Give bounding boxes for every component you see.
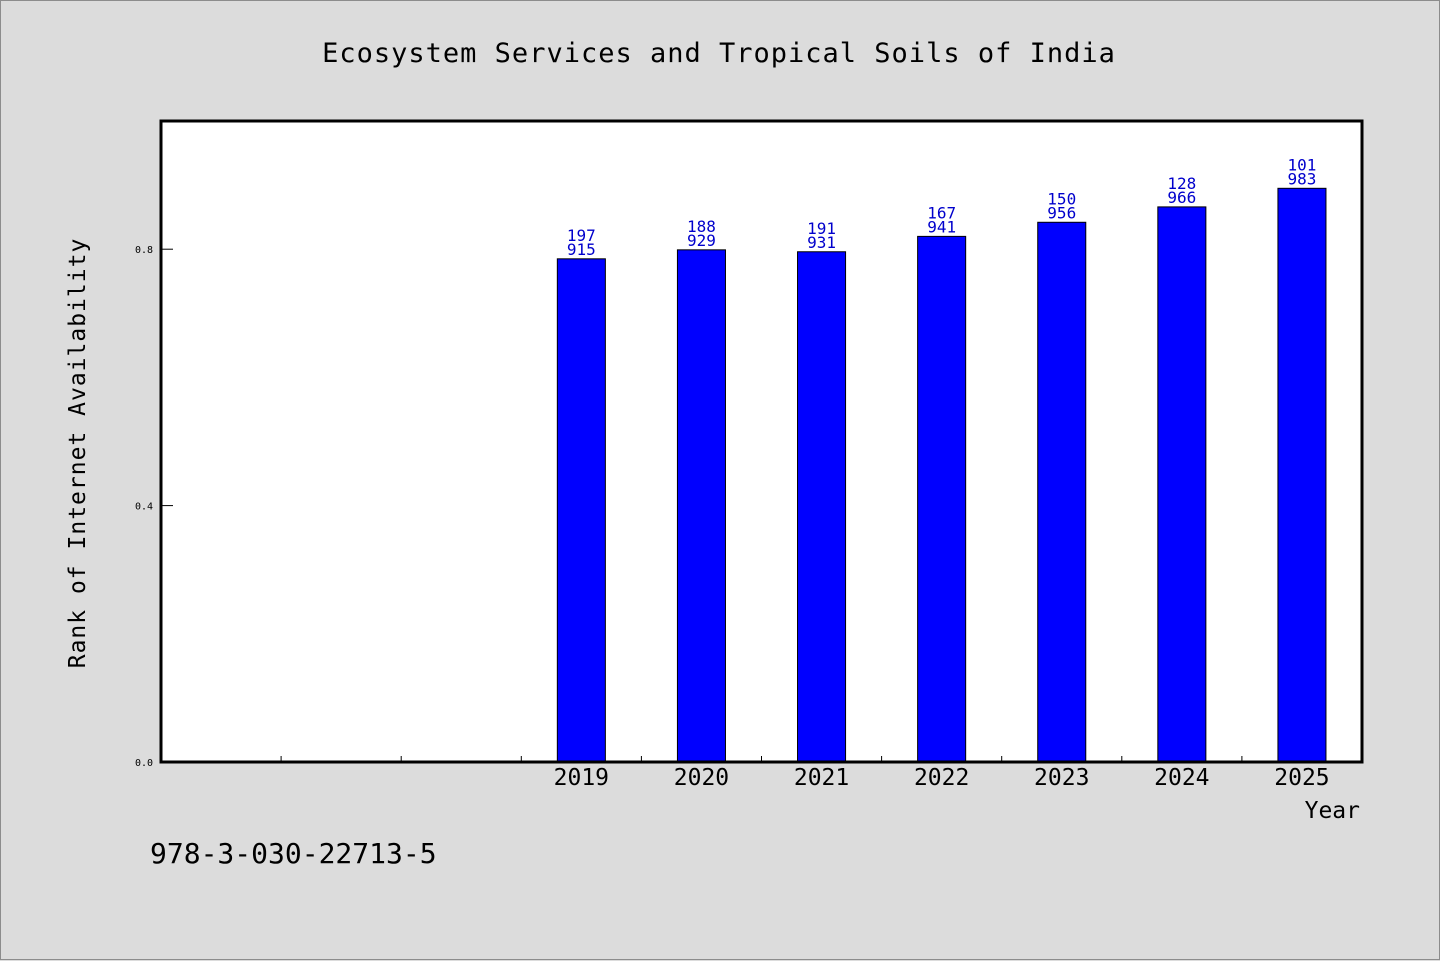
x-tick-label-2019: 2019 [554, 765, 609, 791]
chart-title: Ecosystem Services and Tropical Soils of… [322, 38, 1116, 69]
y-axis-label: Rank of Internet Availability [65, 238, 91, 669]
data-label-2024-line1: 128 [1167, 174, 1196, 193]
bars-group [556, 187, 1327, 763]
data-label-2021-line1: 191 [807, 219, 836, 238]
y-tick-label: 0.4 [135, 502, 153, 513]
data-label-2022-line1: 167 [927, 203, 956, 222]
bar-2021 [797, 251, 847, 763]
x-tick-label-2022: 2022 [914, 765, 969, 791]
data-label-2021-line2: 931 [807, 233, 836, 252]
isbn-footnote: 978-3-030-22713-5 [150, 837, 437, 870]
x-axis-ticks: 2019 2020 2021 2022 2023 2024 2025 [280, 756, 1330, 791]
x-tick-label-2020: 2020 [674, 765, 729, 791]
data-label-2020-line1: 188 [687, 217, 716, 236]
data-label-2019-line1: 197 [567, 226, 596, 245]
data-label-2025-line1: 101 [1287, 155, 1316, 174]
x-tick-label-2021: 2021 [794, 765, 849, 791]
bar-2019 [556, 258, 606, 763]
data-label-2020-line2: 929 [687, 231, 716, 250]
plot-border [159, 119, 1364, 764]
bar-2022 [917, 235, 967, 763]
x-tick-label-2024: 2024 [1154, 765, 1209, 791]
x-axis-label: Year [1305, 798, 1360, 824]
bar-2025 [1277, 187, 1327, 763]
bar-2023 [1037, 221, 1087, 763]
y-tick-label: 0.8 [135, 245, 153, 256]
y-tick-label: 0.0 [135, 758, 153, 769]
bar-2024 [1157, 206, 1207, 763]
data-label-2024-line2: 966 [1167, 188, 1196, 207]
data-label-2025-line2: 983 [1287, 169, 1316, 188]
data-label-2023-line2: 956 [1047, 203, 1076, 222]
x-tick-label-2025: 2025 [1274, 765, 1329, 791]
data-label-2019-line2: 915 [567, 240, 596, 259]
bar-2020 [676, 249, 726, 763]
data-label-2023-line1: 150 [1047, 189, 1076, 208]
data-label-2022-line2: 941 [927, 217, 956, 236]
x-tick-label-2023: 2023 [1034, 765, 1089, 791]
